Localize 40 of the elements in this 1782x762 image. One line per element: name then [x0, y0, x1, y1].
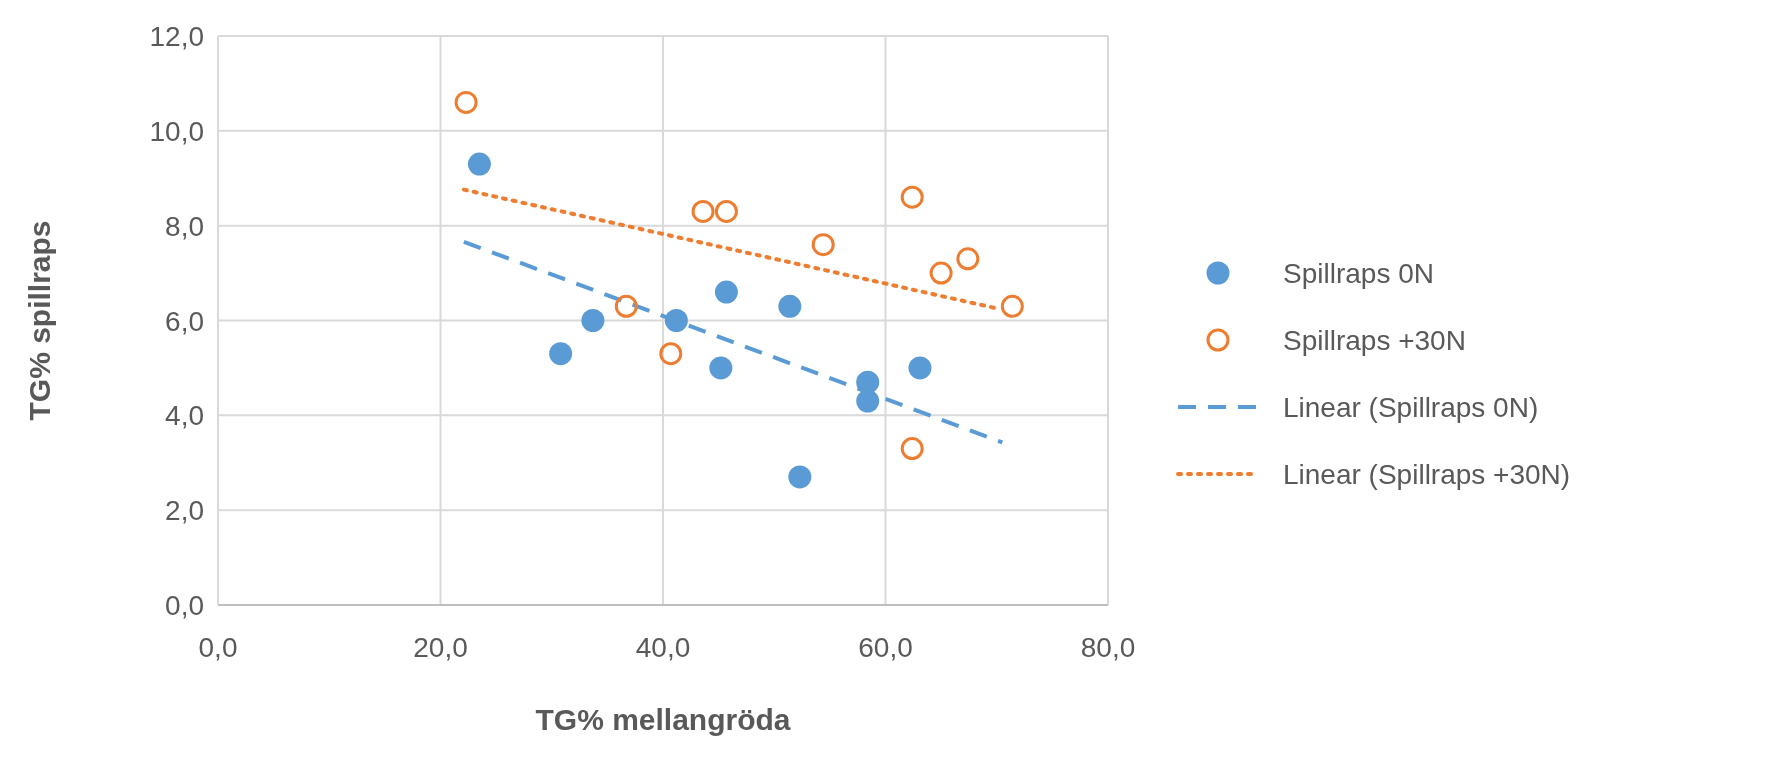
y-tick-label: 2,0	[165, 495, 204, 527]
point	[908, 356, 932, 380]
point	[900, 437, 924, 461]
x-tick-label: 40,0	[635, 632, 691, 663]
point	[929, 261, 953, 285]
point	[664, 309, 688, 332]
x-tick-label: 60,0	[858, 632, 913, 663]
point	[714, 280, 738, 304]
point	[581, 309, 605, 332]
y-tick-label: 4,0	[165, 400, 204, 432]
point	[900, 185, 924, 209]
point	[856, 370, 880, 394]
point	[856, 389, 880, 413]
y-tick-label: 8,0	[165, 210, 204, 242]
legend-label: Spillraps +30N	[1283, 325, 1466, 356]
point	[788, 465, 812, 489]
point	[467, 152, 491, 176]
point	[709, 356, 733, 380]
x-tick-label: 0,0	[198, 632, 238, 663]
point	[614, 294, 638, 318]
point	[549, 342, 573, 366]
point	[454, 90, 478, 114]
point	[691, 199, 715, 223]
y-tick-label: 6,0	[165, 305, 204, 337]
point	[956, 247, 980, 271]
point	[1000, 294, 1024, 318]
point	[811, 233, 835, 257]
y-tick-label: 10,0	[149, 115, 204, 147]
y-tick-label: 0,0	[165, 590, 204, 621]
point	[659, 342, 683, 366]
x-tick-label: 80,0	[1080, 632, 1136, 663]
legend-label: Linear (Spillraps +30N)	[1283, 459, 1571, 490]
x-axis-title: TG% mellangröda	[535, 703, 791, 736]
y-tick-label: 12,0	[149, 21, 204, 52]
y-axis-title: TG% spillraps	[23, 220, 56, 421]
legend-label: Spillraps 0N	[1283, 258, 1434, 289]
point	[778, 294, 802, 318]
point	[714, 199, 738, 223]
legend-label: Linear (Spillraps 0N)	[1283, 392, 1539, 423]
x-tick-label: 20,0	[413, 632, 468, 663]
